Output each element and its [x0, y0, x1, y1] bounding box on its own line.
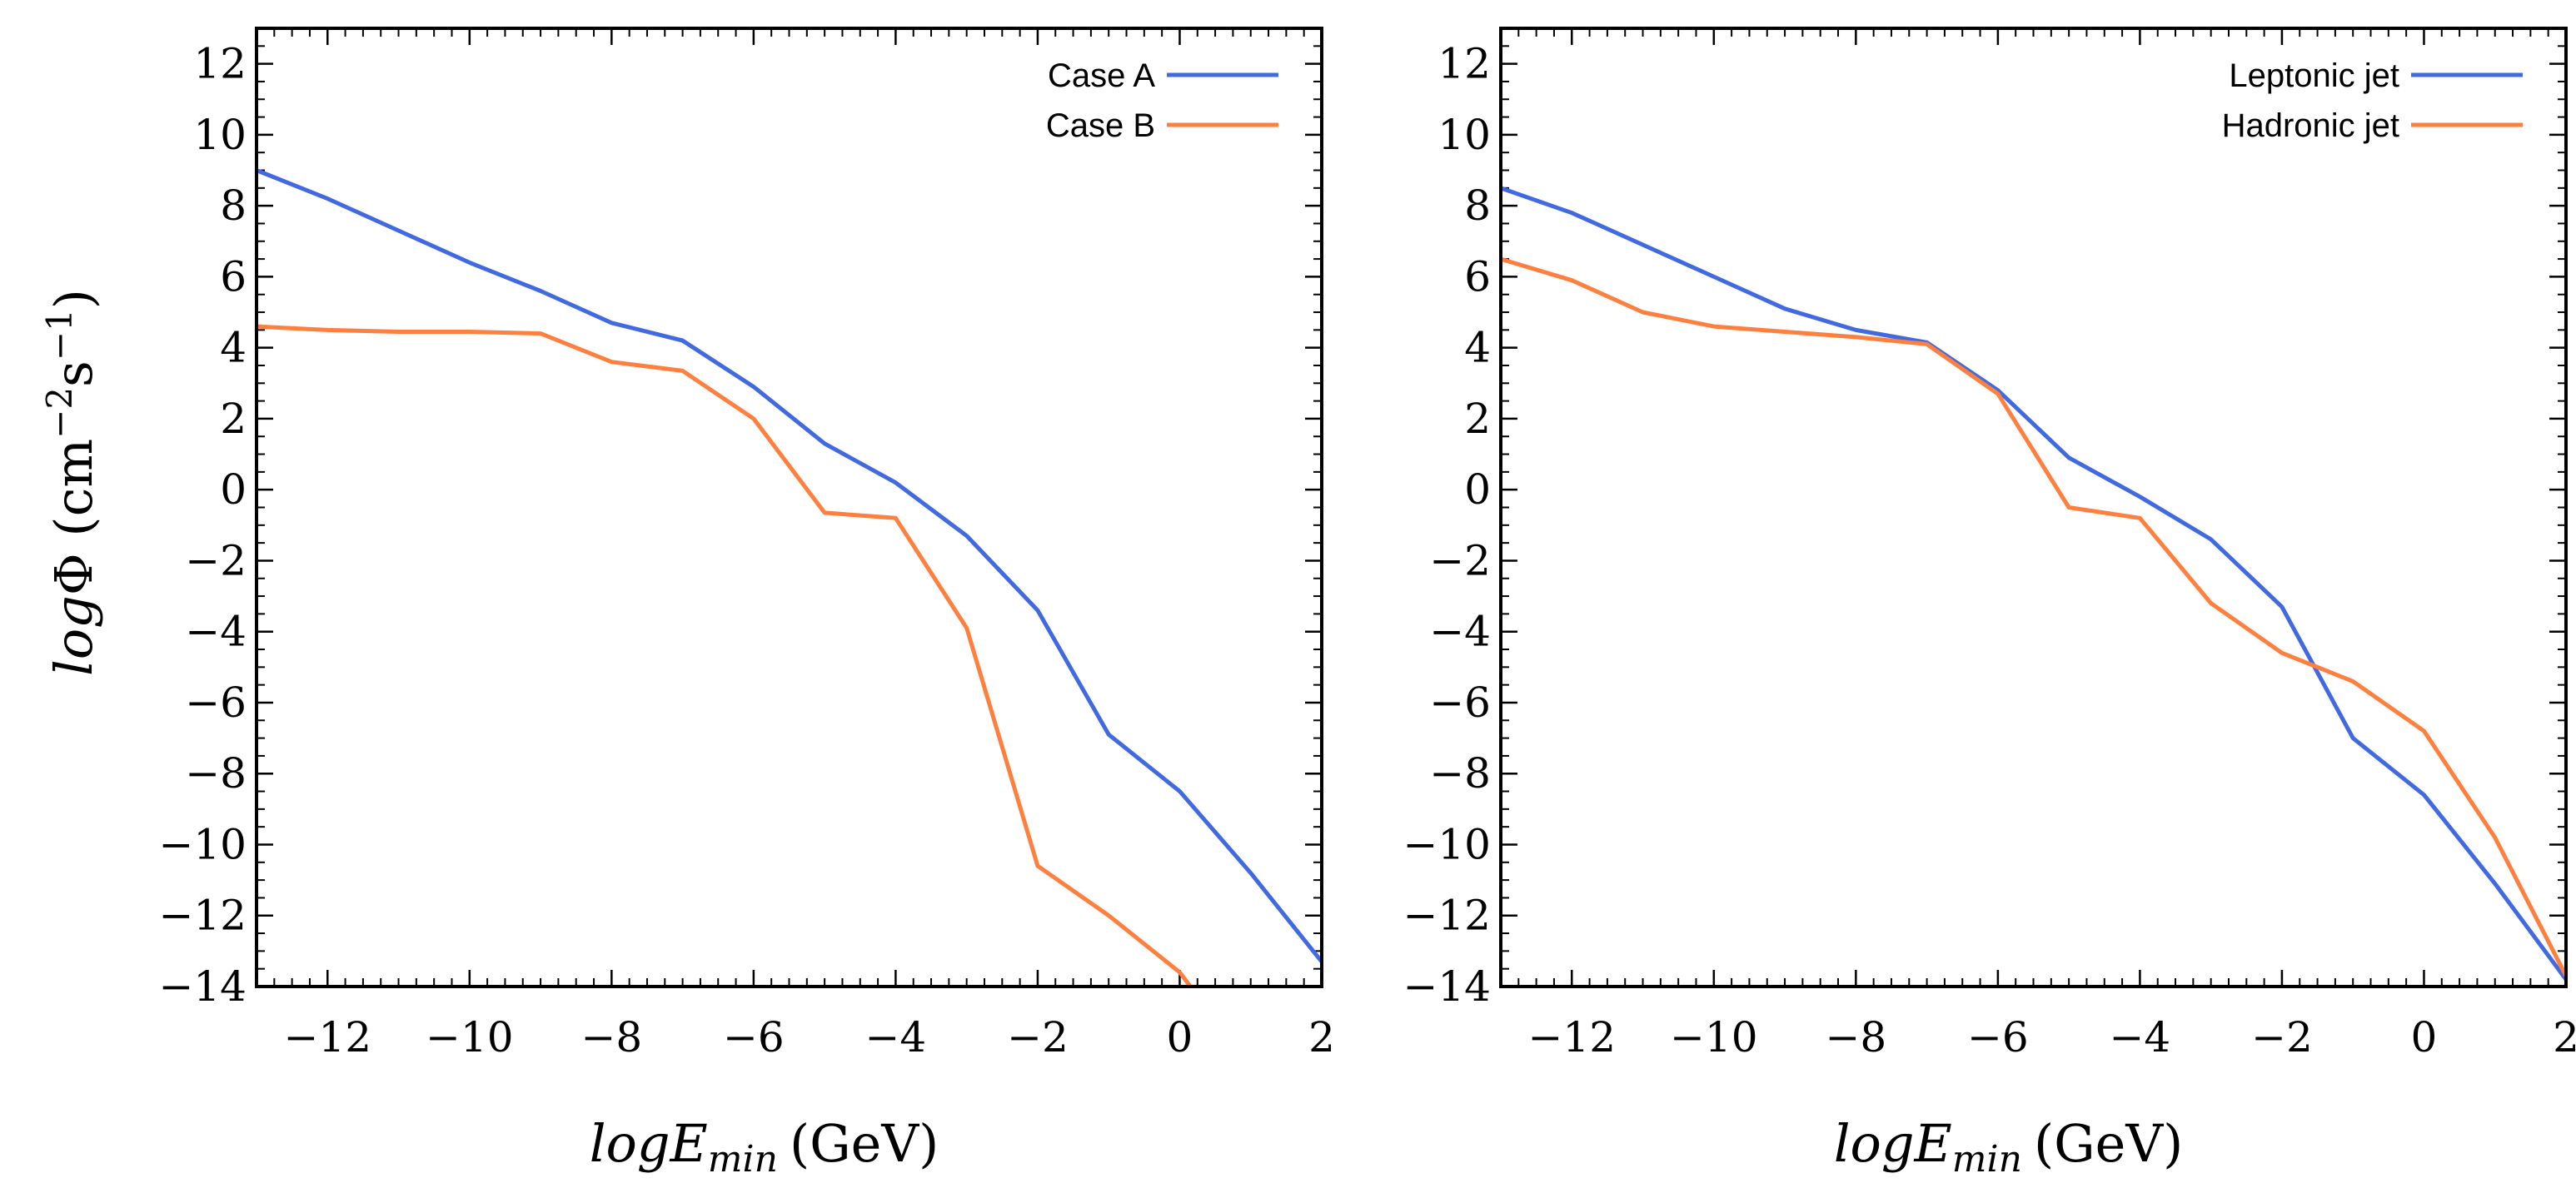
y-tick-label: 4 [1464, 324, 1491, 372]
panel-left-y-axis-label: logΦ (cm−2s−1) [39, 289, 104, 676]
y-tick-label: 8 [220, 181, 247, 230]
x-label-subscript: min [1952, 1138, 2022, 1181]
panel-left-axes-frame [255, 27, 1323, 988]
y-label-unit-open: (cm [43, 439, 104, 553]
y-tick-label: 0 [1464, 465, 1491, 514]
y-tick-label: −10 [158, 820, 247, 868]
x-tick-label: 2 [2553, 1013, 2576, 1061]
x-tick-label: −6 [723, 1013, 785, 1061]
panel-right-x-axis-label: logEmin (GeV) [1834, 1113, 2184, 1181]
y-label-phi: Φ [43, 553, 104, 595]
x-tick-label: −4 [2110, 1013, 2171, 1061]
y-label-exp1: −2 [39, 387, 80, 439]
y-tick-label: −6 [1429, 679, 1491, 727]
y-tick-label: 6 [1464, 252, 1491, 301]
legend-label: Leptonic jet [2229, 57, 2399, 94]
y-tick-label: −4 [1429, 608, 1491, 656]
x-label-unit: (GeV) [790, 1113, 939, 1174]
legend-label: Case A [1048, 57, 1155, 94]
y-label-s: s [43, 360, 104, 387]
panel-right-tick-labels: −12 −10 −8 −6 −4 −2 0 2121086420−2−4−6−8−10−12−… [1403, 40, 2576, 1061]
series-line-case-b [257, 324, 1193, 987]
panel-right-axes-frame [1499, 27, 2568, 988]
x-tick-label: −2 [2251, 1013, 2313, 1061]
y-tick-label: −14 [1403, 962, 1491, 1011]
panel-left-series [257, 168, 1322, 987]
y-tick-label: −10 [1403, 820, 1491, 868]
x-tick-label: −8 [580, 1013, 642, 1061]
series-line-leptonic-jet [1501, 186, 2566, 982]
legend-label: Case B [1046, 107, 1155, 144]
panel-left-legend: Case A Case B [1046, 57, 1278, 144]
x-label-unit: (GeV) [2034, 1113, 2183, 1174]
series-line-hadronic-jet [1501, 256, 2566, 978]
x-tick-label: 0 [1167, 1013, 1193, 1061]
y-tick-label: −12 [1403, 892, 1491, 940]
x-tick-label: −10 [1670, 1013, 1758, 1061]
y-tick-label: −8 [185, 749, 247, 798]
y-label-close: ) [43, 289, 104, 309]
y-tick-label: −6 [185, 679, 247, 727]
y-tick-label: 10 [1437, 111, 1491, 159]
y-tick-label: 8 [1464, 181, 1491, 230]
y-tick-label: −4 [185, 608, 247, 656]
panel-left-tick-labels: −12 −10 −8 −6 −4 −2 0 2121086420−2−4−6−8−10−12−… [158, 40, 1334, 1061]
x-tick-label: −8 [1825, 1013, 1886, 1061]
x-tick-label: −4 [865, 1013, 927, 1061]
y-label-log: log [43, 595, 104, 676]
panel-left-x-axis-label: logEmin (GeV) [590, 1113, 939, 1181]
y-tick-label: 4 [220, 324, 247, 372]
y-tick-label: 6 [220, 252, 247, 301]
legend-label: Hadronic jet [2222, 107, 2399, 144]
y-tick-label: 10 [193, 111, 247, 159]
y-tick-label: −14 [158, 962, 247, 1011]
x-tick-label: −12 [1528, 1013, 1617, 1061]
y-tick-label: 2 [1464, 395, 1491, 443]
y-tick-label: −12 [158, 892, 247, 940]
x-label-subscript: min [708, 1138, 778, 1181]
x-label-main: logE [590, 1113, 708, 1174]
x-tick-label: −12 [284, 1013, 372, 1061]
y-tick-label: 2 [220, 395, 247, 443]
y-tick-label: 12 [193, 40, 247, 88]
series-line-case-a [257, 168, 1322, 964]
panel-right: −12 −10 −8 −6 −4 −2 0 2121086420−2−4−6−8−10−12−… [1403, 27, 2576, 1181]
y-tick-label: −8 [1429, 749, 1491, 798]
x-tick-label: −6 [1967, 1013, 2029, 1061]
y-tick-label: −2 [1429, 536, 1491, 584]
panel-right-legend: Leptonic jet Hadronic jet [2222, 57, 2523, 144]
y-label-exp2: −1 [39, 309, 80, 360]
x-tick-label: 2 [1308, 1013, 1335, 1061]
y-tick-label: −2 [185, 536, 247, 584]
x-label-main: logE [1834, 1113, 1952, 1174]
panel-right-series [1501, 186, 2566, 982]
y-tick-label: 12 [1437, 40, 1491, 88]
y-tick-label: 0 [220, 465, 247, 514]
x-tick-label: −10 [426, 1013, 514, 1061]
panel-left: −12 −10 −8 −6 −4 −2 0 2121086420−2−4−6−8−10−12−… [39, 27, 1335, 1181]
x-tick-label: 0 [2411, 1013, 2438, 1061]
x-tick-label: −2 [1007, 1013, 1069, 1061]
